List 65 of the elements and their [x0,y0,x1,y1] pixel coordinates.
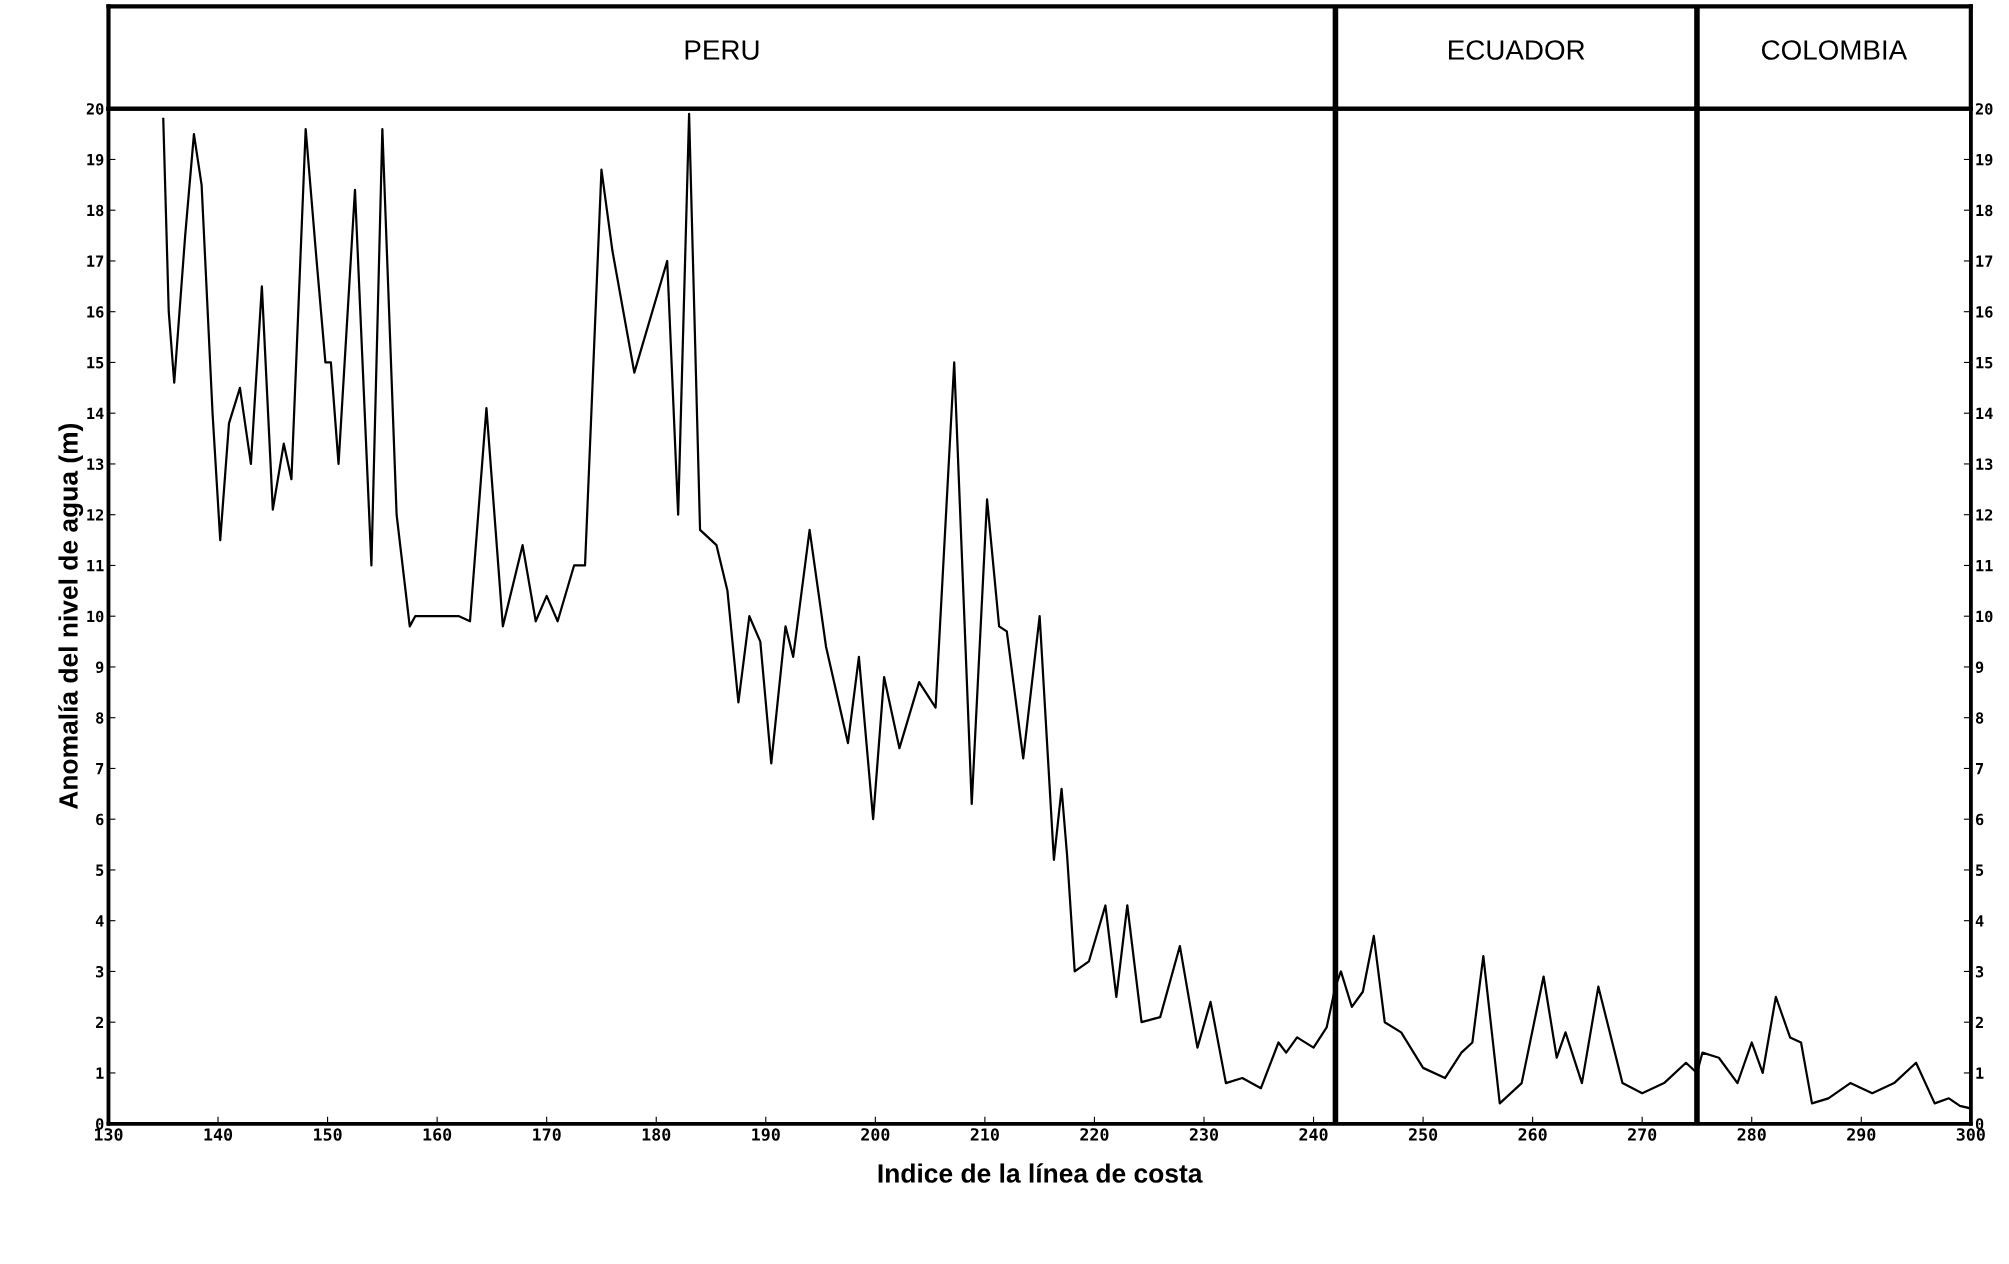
y-tick-label: 7 [96,763,104,775]
y-tick-label: 19 [87,154,104,166]
y2-tick-label: 4 [1975,915,1984,927]
y-tick-label: 14 [87,407,104,420]
y2-tick-label: 3 [1975,965,1984,978]
x-tick-label: 150 [314,1128,342,1141]
y2-tick-label: 15 [1976,357,1993,369]
y2-tick-label: 2 [1975,1016,1983,1028]
y-tick-label: 11 [87,560,104,572]
y-tick-label: 12 [87,509,104,521]
x-tick-label: 190 [752,1128,780,1141]
x-axis-title: Indice de la línea de costa [878,1163,1203,1183]
x-tick-label: 300 [1956,1128,1985,1141]
y2-tick-label: 19 [1976,154,1993,166]
y2-tick-label: 7 [1976,763,1984,775]
x-tick-label: 270 [1628,1128,1657,1141]
y2-tick-label: 1 [1976,1067,1984,1079]
text: ECUADOR [1449,40,1585,60]
x-tick-label: 130 [94,1128,123,1141]
y2-tick-label: 14 [1976,407,1993,420]
y-tick-label: 8 [96,712,104,724]
text: COLOMBIA [1761,40,1908,60]
y2-tick-label: 9 [1975,661,1984,674]
y2-tick-label: 16 [1976,306,1993,318]
x-tick-label: 290 [1847,1128,1876,1141]
y2-tick-label: 10 [1976,610,1993,623]
y-tick-label: 17 [87,255,104,267]
x-tick-label: 180 [642,1128,671,1141]
x-tick-label: 280 [1737,1128,1766,1141]
x-tick-label: 260 [1518,1128,1547,1141]
y2-tick-label: 6 [1975,813,1984,826]
y-tick-label: 15 [87,357,104,369]
y2-tick-label: 20 [1975,103,1993,115]
y-tick-label: 3 [96,965,104,978]
y-tick-label: 13 [87,458,104,470]
y2-tick-label: 12 [1976,509,1993,521]
y2-tick-label: 8 [1975,712,1984,724]
y2-tick-label: 13 [1976,458,1993,470]
y-tick-label: 4 [95,915,104,927]
y2-tick-label: 17 [1976,255,1993,267]
x-tick-label: 210 [970,1128,999,1141]
y-tick-label: 9 [95,661,104,674]
y-axis-title: Anomalía del nivel de agua (m) [58,423,84,810]
y2-tick-label: 0 [1975,1118,1984,1130]
y2-tick-label: 5 [1976,864,1984,876]
y2-tick-label: 18 [1976,204,1993,217]
x-tick-label: 230 [1189,1128,1219,1141]
x-tick-label: 140 [204,1128,233,1141]
y-tick-label: 1 [96,1067,104,1079]
y-tick-label: 0 [96,1118,104,1130]
x-tick-label: 240 [1299,1128,1328,1141]
y-tick-label: 20 [86,103,104,115]
x-tick-label: 220 [1080,1128,1109,1141]
y-tick-label: 10 [87,610,104,623]
y-tick-label: 16 [87,306,104,318]
x-tick-label: 250 [1408,1128,1438,1141]
x-tick-label: 200 [861,1128,890,1141]
y-tick-label: 2 [95,1016,104,1028]
x-tick-label: 170 [533,1128,561,1141]
y2-tick-label: 11 [1976,560,1993,572]
y-tick-label: 5 [96,864,104,876]
y-tick-label: 18 [87,204,104,217]
y-tick-label: 6 [96,813,104,826]
text: PERU [685,40,759,60]
x-tick-label: 160 [423,1128,452,1141]
